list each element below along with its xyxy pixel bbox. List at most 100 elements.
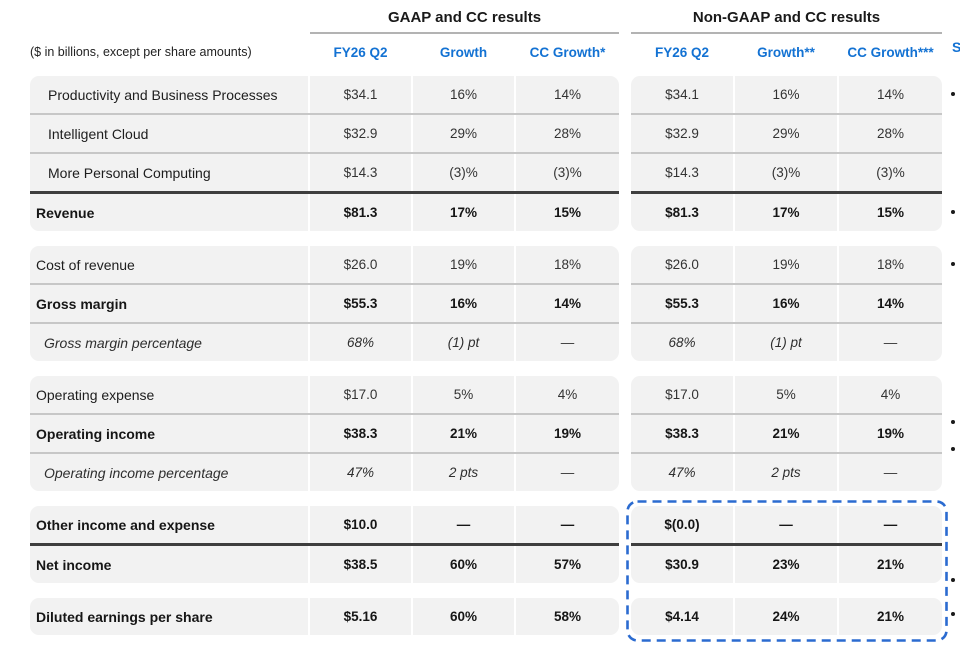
gaap-value-cell: — <box>516 324 619 361</box>
table-row: Operating income $38.3 21% 19% <box>30 415 619 454</box>
non-gaap-value-cell: 14% <box>839 285 942 322</box>
gaap-value-cell: 16% <box>413 285 514 322</box>
row-label: Productivity and Business Processes <box>30 76 308 113</box>
bullet-icon <box>951 92 955 96</box>
gaap-value-cell: 19% <box>516 415 619 452</box>
bullet-icon <box>951 420 955 424</box>
gaap-value-cell: 58% <box>516 598 619 635</box>
gaap-value-cell: $38.3 <box>310 415 411 452</box>
row-label: Cost of revenue <box>30 246 308 283</box>
table-row: Operating expense $17.0 5% 4% <box>30 376 619 415</box>
non-gaap-value-cell: — <box>839 506 942 543</box>
non-gaap-value-cell: 16% <box>735 285 837 322</box>
non-gaap-value-cell: $17.0 <box>631 376 733 413</box>
table-row: $34.1 16% 14% <box>631 76 942 115</box>
non-gaap-section: $34.1 16% 14% $32.9 29% 28% $14.3 (3)% (3)% $81.3… <box>631 76 942 231</box>
gaap-value-cell: 16% <box>413 76 514 113</box>
row-label: Net income <box>30 546 308 583</box>
non-gaap-value-cell: 4% <box>839 376 942 413</box>
non-gaap-value-cell: 15% <box>839 194 942 231</box>
row-label: Operating expense <box>30 376 308 413</box>
col-header-nongaap-growth: Growth** <box>757 44 815 60</box>
row-label: More Personal Computing <box>30 154 308 191</box>
table-row: Diluted earnings per share $5.16 60% 58% <box>30 598 619 635</box>
row-label: Gross margin <box>30 285 308 322</box>
non-gaap-section: $26.0 19% 18% $55.3 16% 14% 68% (1) pt — <box>631 246 942 361</box>
non-gaap-section: $17.0 5% 4% $38.3 21% 19% 47% 2 pts — <box>631 376 942 491</box>
gaap-value-cell: $38.5 <box>310 546 411 583</box>
non-gaap-value-cell: $81.3 <box>631 194 733 231</box>
gaap-value-cell: 5% <box>413 376 514 413</box>
non-gaap-value-cell: $4.14 <box>631 598 733 635</box>
table-row: $32.9 29% 28% <box>631 115 942 154</box>
gaap-value-cell: $81.3 <box>310 194 411 231</box>
row-label: Diluted earnings per share <box>30 598 308 635</box>
gaap-underline <box>310 32 619 34</box>
table-row: $81.3 17% 15% <box>631 194 942 231</box>
non-gaap-value-cell: 19% <box>839 415 942 452</box>
non-gaap-value-cell: 18% <box>839 246 942 283</box>
table-row: Gross margin $55.3 16% 14% <box>30 285 619 324</box>
gaap-value-cell: 4% <box>516 376 619 413</box>
non-gaap-value-cell: 19% <box>735 246 837 283</box>
gaap-value-cell: — <box>516 454 619 491</box>
non-gaap-value-cell: (3)% <box>735 154 837 191</box>
gaap-value-cell: 14% <box>516 285 619 322</box>
table-row: More Personal Computing $14.3 (3)% (3)% <box>30 154 619 194</box>
non-gaap-value-cell: 23% <box>735 546 837 583</box>
table-row: Gross margin percentage 68% (1) pt — <box>30 324 619 361</box>
bullet-icon <box>951 210 955 214</box>
table-row: Operating income percentage 47% 2 pts — <box>30 454 619 491</box>
gaap-value-cell: 68% <box>310 324 411 361</box>
gaap-value-cell: 57% <box>516 546 619 583</box>
gaap-value-cell: $26.0 <box>310 246 411 283</box>
table-row: Net income $38.5 60% 57% <box>30 546 619 583</box>
non-gaap-value-cell: 47% <box>631 454 733 491</box>
table-row: $38.3 21% 19% <box>631 415 942 454</box>
table-block-net-income: Other income and expense $10.0— — Net incom… <box>30 506 942 583</box>
non-gaap-section: $4.14 24% 21% <box>631 598 942 635</box>
col-header-nongaap-cc-growth: CC Growth*** <box>847 44 934 60</box>
row-label: Revenue <box>30 194 308 231</box>
clipped-right-heading: S <box>952 39 960 55</box>
non-gaap-section: $(0.0) — — $30.9 23% 21% <box>631 506 942 583</box>
gaap-value-cell: 29% <box>413 115 514 152</box>
non-gaap-value-cell: $34.1 <box>631 76 733 113</box>
table-block-operating: Operating expense $17.0 5% 4% Operating inco… <box>30 376 942 491</box>
table-row: Cost of revenue $26.0 19% 18% <box>30 246 619 285</box>
non-gaap-value-cell: 21% <box>839 546 942 583</box>
non-gaap-value-cell: — <box>735 506 837 543</box>
non-gaap-value-cell: $26.0 <box>631 246 733 283</box>
row-label: Gross margin percentage <box>30 324 308 361</box>
gaap-value-cell: 47% <box>310 454 411 491</box>
gaap-value-cell: 21% <box>413 415 514 452</box>
col-header-nongaap-fy26q2: FY26 Q2 <box>654 44 710 60</box>
row-label: Intelligent Cloud <box>30 115 308 152</box>
non-gaap-value-cell: 24% <box>735 598 837 635</box>
gaap-value-cell: 28% <box>516 115 619 152</box>
results-table: GAAP and CC results Non-GAAP and CC resu… <box>30 8 942 635</box>
non-gaap-value-cell: 28% <box>839 115 942 152</box>
units-note: ($ in billions, except per share amounts… <box>30 44 252 59</box>
gaap-value-cell: $32.9 <box>310 115 411 152</box>
non-gaap-value-cell: — <box>839 324 942 361</box>
table-row: $55.3 16% 14% <box>631 285 942 324</box>
gaap-value-cell: 2 pts <box>413 454 514 491</box>
non-gaap-value-cell: 2 pts <box>735 454 837 491</box>
gaap-section: Operating expense $17.0 5% 4% Operating inco… <box>30 376 619 491</box>
gaap-value-cell: $55.3 <box>310 285 411 322</box>
non-gaap-value-cell: $30.9 <box>631 546 733 583</box>
table-row: 68% (1) pt — <box>631 324 942 361</box>
table-row: 47% 2 pts — <box>631 454 942 491</box>
non-gaap-value-cell: 29% <box>735 115 837 152</box>
gaap-section: Productivity and Business Processes $34.1… <box>30 76 619 231</box>
gaap-value-cell: — <box>516 506 619 543</box>
group-titles: GAAP and CC results Non-GAAP and CC resu… <box>30 8 942 26</box>
non-gaap-value-cell: 14% <box>839 76 942 113</box>
non-gaap-value-cell: 17% <box>735 194 837 231</box>
non-gaap-value-cell: $38.3 <box>631 415 733 452</box>
table-row: $4.14 24% 21% <box>631 598 942 635</box>
row-label: Other income and expense <box>30 506 308 543</box>
table-body: Productivity and Business Processes $34.1… <box>30 76 942 635</box>
table-row: Intelligent Cloud $32.9 29% 28% <box>30 115 619 154</box>
